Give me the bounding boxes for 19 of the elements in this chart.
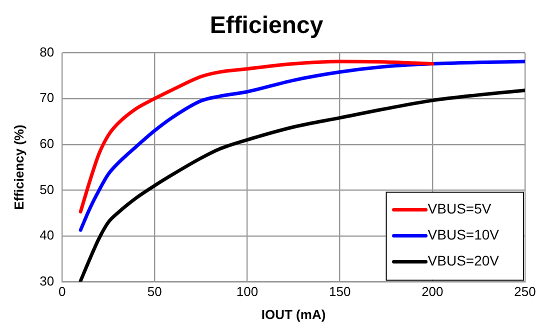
y-tick-label: 30 <box>40 273 54 288</box>
chart-title: Efficiency <box>210 12 324 40</box>
x-tick-label: 150 <box>328 284 351 300</box>
y-tick-label: 80 <box>40 44 54 60</box>
x-tick-label: 100 <box>236 284 258 300</box>
y-axis-title: Efficiency (%) <box>11 124 26 210</box>
legend-label: VBUS=20V <box>428 252 500 269</box>
y-tick-label: 70 <box>40 90 54 106</box>
y-tick-label: 50 <box>40 182 54 197</box>
legend-label: VBUS=5V <box>428 200 492 217</box>
x-tick-label: 200 <box>422 284 444 300</box>
x-axis-title: IOUT (mA) <box>261 306 326 322</box>
line-series <box>78 88 525 282</box>
x-tick-label: 250 <box>514 284 536 300</box>
y-tick-label: 60 <box>40 136 54 151</box>
y-tick-label: 40 <box>40 228 54 243</box>
x-tick-label: 0 <box>58 284 66 300</box>
x-tick-label: 50 <box>147 284 162 300</box>
legend-label: VBUS=10V <box>428 226 500 243</box>
